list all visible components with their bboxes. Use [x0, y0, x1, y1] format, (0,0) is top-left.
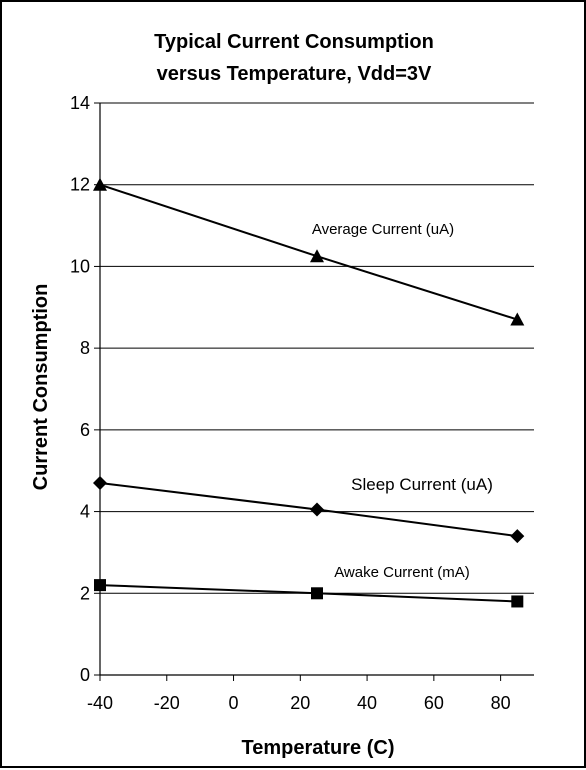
data-point-triangle	[510, 312, 525, 326]
data-point-square	[311, 587, 323, 600]
x-tick-label: 60	[424, 693, 444, 713]
series-average-current-ua	[93, 177, 525, 326]
series-sleep-current-ua	[93, 475, 525, 544]
tick-labels: 0 2 4 6 8 10 12 14 -40 -20 0 20 40 60 80	[70, 93, 511, 713]
y-tick-label: 2	[80, 583, 90, 603]
y-tick-label: 4	[80, 502, 90, 522]
x-tick-label: 40	[357, 693, 377, 713]
x-axis-label: Temperature (C)	[242, 737, 395, 759]
data-point-square	[511, 595, 524, 608]
series	[93, 177, 525, 608]
data-point-diamond	[510, 529, 525, 544]
y-axis-label: Current Consumption	[30, 284, 52, 491]
chart-title-line-2: versus Temperature, Vdd=3V	[157, 63, 432, 85]
series-label-sleep-current: Sleep Current (uA)	[351, 475, 493, 494]
chart-title-line-1: Typical Current Consumption	[154, 31, 434, 53]
data-point-triangle	[93, 177, 107, 191]
y-tick-label: 8	[80, 338, 90, 358]
series-label-awake-current: Awake Current (mA)	[334, 564, 470, 581]
x-tick-label: 0	[229, 693, 239, 713]
y-tick-label: 6	[80, 420, 90, 440]
y-tick-label: 10	[70, 256, 90, 276]
x-tick-label: 20	[290, 693, 310, 713]
data-point-diamond	[310, 502, 324, 517]
data-point-diamond	[93, 475, 107, 490]
data-point-triangle	[310, 249, 324, 263]
x-tick-label: -40	[87, 693, 113, 713]
grid-lines	[100, 102, 534, 594]
series-awake-current-ma	[94, 579, 524, 608]
x-tick-label: 80	[491, 693, 511, 713]
y-tick-label: 12	[70, 175, 90, 195]
y-tick-label: 14	[70, 93, 90, 113]
y-tick-label: 0	[80, 665, 90, 685]
data-point-square	[94, 579, 106, 592]
series-label-average-current: Average Current (uA)	[312, 221, 454, 238]
x-tick-label: -20	[154, 693, 180, 713]
series-line	[99, 183, 518, 321]
